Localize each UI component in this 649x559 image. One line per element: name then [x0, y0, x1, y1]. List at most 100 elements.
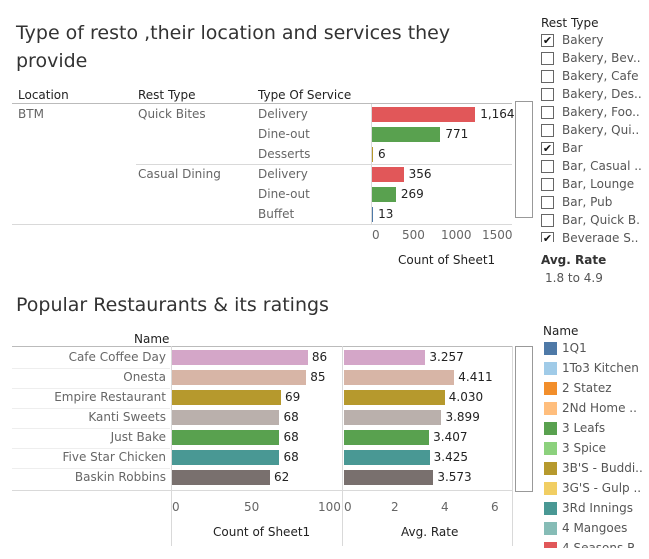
rest-type-filter-list[interactable]: ✔ Bakery Bakery, Bev.. Bakery, Cafe Bakery, …: [537, 32, 642, 242]
count-bar[interactable]: [172, 350, 308, 365]
rate-axis-tick: 0: [344, 500, 352, 514]
rest-type-filter-item[interactable]: Bakery, Qui..: [541, 122, 641, 140]
pane-divider: [342, 346, 343, 546]
rate-bar-label: 3.257: [429, 350, 464, 364]
rate-bar-label: 4.030: [448, 390, 484, 404]
rate-bar-label: 4.411: [458, 370, 493, 384]
rest-type-filter-label: Bar, Lounge: [562, 177, 635, 191]
row-divider: [12, 468, 170, 469]
location-header[interactable]: Location: [18, 88, 69, 102]
count-axis-line: [171, 346, 172, 546]
rest-type-filter-item[interactable]: Bar, Pub: [541, 194, 641, 212]
name-legend-label: 3B'S - Buddi..: [562, 461, 643, 475]
service-bar[interactable]: [372, 127, 441, 142]
rest-type-filter-label: Bakery, Cafe: [562, 69, 639, 83]
sheet2-bottom-line: [12, 490, 512, 491]
name-legend-label: 3G'S - Gulp ..: [562, 481, 642, 495]
rate-bar[interactable]: [344, 430, 430, 445]
avg-rate-filter-range[interactable]: 1.8 to 4.9: [545, 271, 603, 285]
rest-type-filter-item[interactable]: Bar, Quick B..: [541, 212, 641, 230]
service-bar-label: 6: [378, 147, 386, 161]
count-bar[interactable]: [172, 430, 280, 445]
rest-type-cell-casual-dining: Casual Dining: [138, 167, 221, 181]
count-bar[interactable]: [172, 410, 280, 425]
service-bar[interactable]: [372, 167, 404, 182]
rest-type-filter-item[interactable]: Bar, Casual ..: [541, 158, 641, 176]
checkbox-unchecked[interactable]: [541, 214, 554, 227]
checkbox-unchecked[interactable]: [541, 178, 554, 191]
rest-type-filter-label: Bar, Pub: [562, 195, 613, 209]
checkbox-unchecked[interactable]: [541, 124, 554, 137]
service-bar[interactable]: [372, 187, 396, 202]
sheet2-scrollbar[interactable]: [515, 346, 533, 492]
rest-type-filter-item[interactable]: Bakery, Des..: [541, 86, 641, 104]
service-bar[interactable]: [372, 107, 476, 122]
count-bar[interactable]: [172, 390, 282, 405]
rate-bar[interactable]: [344, 410, 442, 425]
rate-bar-label: 3.407: [433, 430, 468, 444]
service-cell: Delivery: [258, 167, 308, 181]
checkbox-unchecked[interactable]: [541, 106, 554, 119]
checkbox-checked[interactable]: ✔: [541, 232, 554, 242]
rest-type-filter-item[interactable]: ✔ Bar: [541, 140, 641, 158]
location-cell-btm: BTM: [18, 107, 44, 121]
count-bar[interactable]: [172, 470, 270, 485]
rest-type-filter-item[interactable]: ✔ Beverage S..: [541, 230, 641, 242]
rate-bar[interactable]: [344, 470, 434, 485]
legend-swatch: [544, 402, 557, 415]
rest-type-filter-label: Bakery, Bev..: [562, 51, 641, 65]
rest-type-filter-item[interactable]: Bakery, Foo..: [541, 104, 641, 122]
service-header[interactable]: Type Of Service: [258, 88, 352, 102]
name-header[interactable]: Name: [134, 332, 170, 346]
checkbox-unchecked[interactable]: [541, 70, 554, 83]
name-legend-list[interactable]: 1Q1 1To3 Kitchen 2 Statez 2Nd Home .. 3 Leaf…: [540, 339, 646, 548]
restaurant-name: Cafe Coffee Day: [68, 350, 166, 364]
rate-bar-label: 3.425: [433, 450, 468, 464]
service-bar[interactable]: [372, 207, 374, 222]
rate-bar[interactable]: [344, 390, 445, 405]
count-axis-tick: 50: [244, 500, 260, 514]
rest-type-filter-item[interactable]: Bakery, Bev..: [541, 50, 641, 68]
rest-type-filter-item[interactable]: ✔ Bakery: [541, 32, 641, 50]
count-bar[interactable]: [172, 450, 280, 465]
row-divider: [12, 388, 170, 389]
name-legend-label: 1To3 Kitchen: [562, 361, 639, 375]
count-axis-tick: 0: [172, 500, 180, 514]
rest-type-header[interactable]: Rest Type: [138, 88, 196, 102]
checkbox-unchecked[interactable]: [541, 52, 554, 65]
service-axis-tick: 500: [402, 228, 425, 242]
rate-bar[interactable]: [344, 370, 455, 385]
service-bar-label: 269: [400, 187, 424, 201]
legend-swatch: [544, 342, 557, 355]
rate-bar[interactable]: [344, 450, 430, 465]
rest-type-filter-label: Bakery, Des..: [562, 87, 641, 101]
service-bar-label: 771: [445, 127, 469, 141]
rest-type-filter-item[interactable]: Bakery, Cafe: [541, 68, 641, 86]
service-bar-label: 356: [408, 167, 432, 181]
checkbox-checked[interactable]: ✔: [541, 34, 554, 47]
checkbox-unchecked[interactable]: [541, 88, 554, 101]
checkbox-unchecked[interactable]: [541, 196, 554, 209]
rest-type-filter-label: Bar: [562, 141, 583, 155]
count-bar-label: 85: [310, 370, 326, 384]
checkbox-unchecked[interactable]: [541, 160, 554, 173]
name-legend-label: 1Q1: [562, 341, 587, 355]
restaurant-name: Empire Restaurant: [54, 390, 166, 404]
rest-type-cell-quick-bites: Quick Bites: [138, 107, 206, 121]
service-bar[interactable]: [372, 147, 373, 162]
row-divider: [12, 408, 170, 409]
name-legend-label: 2 Statez: [562, 381, 612, 395]
rate-axis-tick: 6: [491, 500, 499, 514]
sheet2-header-divider: [12, 346, 512, 347]
service-cell: Delivery: [258, 107, 308, 121]
rest-type-filter-label: Bar, Quick B..: [562, 213, 641, 227]
checkbox-checked[interactable]: ✔: [541, 142, 554, 155]
sheet1-scrollbar[interactable]: [515, 101, 533, 218]
restaurant-name: Just Bake: [110, 430, 166, 444]
count-bar[interactable]: [172, 370, 307, 385]
restaurant-name: Baskin Robbins: [74, 470, 166, 484]
count-bar-label: 86: [311, 350, 328, 364]
rest-type-filter-item[interactable]: Bar, Lounge: [541, 176, 641, 194]
name-legend-label: 4 Mangoes: [562, 521, 628, 535]
rate-bar[interactable]: [344, 350, 426, 365]
